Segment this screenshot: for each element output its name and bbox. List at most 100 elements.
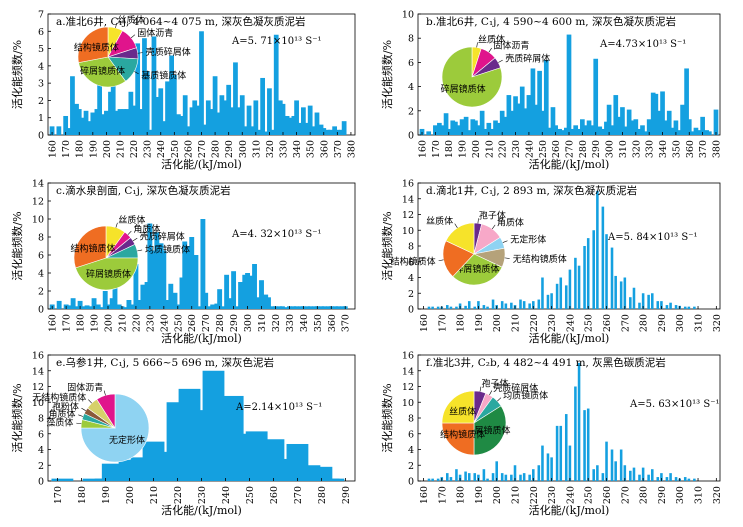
x-tick-label: 200 bbox=[471, 140, 482, 158]
bar bbox=[568, 269, 572, 309]
bar bbox=[117, 109, 123, 135]
pie-slice bbox=[441, 422, 475, 456]
bar bbox=[284, 115, 290, 135]
x-tick-label: 310 bbox=[694, 486, 705, 504]
x-tick-label: 220 bbox=[173, 486, 184, 504]
bar bbox=[470, 119, 476, 135]
bar bbox=[665, 305, 669, 309]
bar bbox=[284, 307, 290, 309]
bar bbox=[477, 301, 480, 309]
bar bbox=[473, 306, 477, 309]
bar bbox=[97, 84, 102, 135]
bar bbox=[457, 125, 462, 135]
x-tick-label: 270 bbox=[197, 140, 208, 158]
bar bbox=[570, 128, 576, 135]
bar bbox=[209, 109, 215, 135]
y-tick-label: 0 bbox=[408, 477, 414, 488]
x-tick-label: 250 bbox=[584, 486, 595, 504]
bar bbox=[574, 257, 577, 309]
bar bbox=[605, 234, 608, 309]
bar bbox=[205, 100, 211, 135]
x-tick-label: 240 bbox=[159, 314, 170, 332]
x-tick-label: 210 bbox=[117, 314, 128, 332]
x-tick-label: 280 bbox=[215, 314, 226, 332]
bar bbox=[473, 120, 478, 135]
y-tick-label: 10 bbox=[402, 10, 414, 21]
bar bbox=[277, 306, 283, 309]
bar bbox=[504, 303, 508, 309]
pie-slice-label: 丝质体 bbox=[117, 14, 144, 26]
bar bbox=[291, 115, 297, 135]
y-tick-label: 12 bbox=[402, 210, 414, 221]
pie-slice-label: 无定形体 bbox=[510, 234, 546, 246]
x-tick-label: 210 bbox=[511, 486, 522, 504]
pie-slice-label: 丝质体 bbox=[478, 33, 505, 45]
bar bbox=[550, 293, 553, 309]
x-tick-label: 180 bbox=[75, 140, 86, 158]
bar bbox=[319, 306, 324, 309]
bar bbox=[203, 124, 208, 135]
bar bbox=[214, 303, 220, 309]
bar bbox=[656, 301, 660, 309]
x-tick-label: 260 bbox=[551, 140, 562, 158]
bar bbox=[231, 271, 237, 309]
y-tick-label: 16 bbox=[32, 351, 44, 362]
y-tick-label: 8 bbox=[408, 242, 414, 253]
bar bbox=[158, 243, 164, 309]
pie-leader-line bbox=[454, 223, 458, 228]
bar bbox=[56, 126, 62, 135]
pie-leader-line bbox=[88, 399, 92, 404]
panel-a: 0 1 2 3 4 5 6 7 160 170 180 190 200 210 220 230 240 250 26… bbox=[10, 10, 357, 172]
x-tick-label: 240 bbox=[156, 140, 167, 158]
bar bbox=[559, 277, 563, 309]
y-tick-label: 6 bbox=[408, 429, 414, 440]
x-tick-label: 300 bbox=[238, 140, 249, 158]
y-tick-label: 8 bbox=[38, 233, 44, 244]
x-axis-label: 活化能/(kJ/mol) bbox=[529, 331, 610, 345]
bar bbox=[656, 477, 660, 481]
bar bbox=[577, 265, 581, 309]
x-tick-label: 180 bbox=[456, 314, 467, 332]
x-tick-label: 280 bbox=[211, 140, 222, 158]
y-tick-label: 14 bbox=[32, 179, 44, 190]
panel-title: b.准北6井, C₁j, 4 590~4 600 m, 深灰色凝灰质泥岩 bbox=[426, 15, 676, 28]
bar bbox=[87, 121, 93, 135]
y-tick-label: 0 bbox=[38, 477, 44, 488]
bar bbox=[650, 92, 656, 135]
bar bbox=[499, 110, 505, 135]
pie-slice-label: 壳质碎屑体 bbox=[493, 382, 538, 394]
bar bbox=[325, 129, 331, 135]
bar bbox=[596, 190, 599, 309]
pie-slice-label: 孢子体 bbox=[479, 209, 506, 221]
x-tick-label: 320 bbox=[265, 140, 276, 158]
pie-leader-line bbox=[115, 23, 117, 29]
bar bbox=[298, 306, 304, 309]
panel-title: c.滴水泉剖面, C₁j, 深灰色凝灰质泥岩 bbox=[56, 184, 231, 197]
bar bbox=[519, 474, 522, 481]
x-tick-label: 370 bbox=[333, 140, 344, 158]
bar bbox=[629, 297, 632, 309]
bar bbox=[49, 126, 55, 135]
bar bbox=[482, 305, 486, 309]
bar bbox=[230, 107, 236, 135]
bar bbox=[339, 306, 345, 309]
bar bbox=[473, 473, 477, 481]
bar bbox=[267, 88, 272, 135]
frequency-factor-annotation: A=5. 84×10¹³ S⁻¹ bbox=[607, 232, 697, 243]
x-tick-label: 340 bbox=[299, 314, 310, 332]
x-tick-label: 170 bbox=[437, 314, 448, 332]
bar bbox=[176, 114, 181, 135]
bar bbox=[294, 100, 299, 135]
bar bbox=[528, 303, 531, 309]
bar bbox=[523, 108, 529, 135]
x-tick-label: 230 bbox=[145, 314, 156, 332]
bar bbox=[207, 306, 213, 309]
bar bbox=[56, 300, 62, 309]
bar bbox=[537, 465, 541, 481]
bar bbox=[610, 449, 614, 481]
bar bbox=[593, 58, 599, 135]
panel-title: e.乌参1井, C₁j, 5 666~5 696 m, 深灰色泥岩 bbox=[56, 356, 274, 369]
pie-slice-label: 结构镜质体 bbox=[440, 428, 485, 440]
bar bbox=[543, 59, 549, 136]
x-tick-label: 270 bbox=[201, 314, 212, 332]
